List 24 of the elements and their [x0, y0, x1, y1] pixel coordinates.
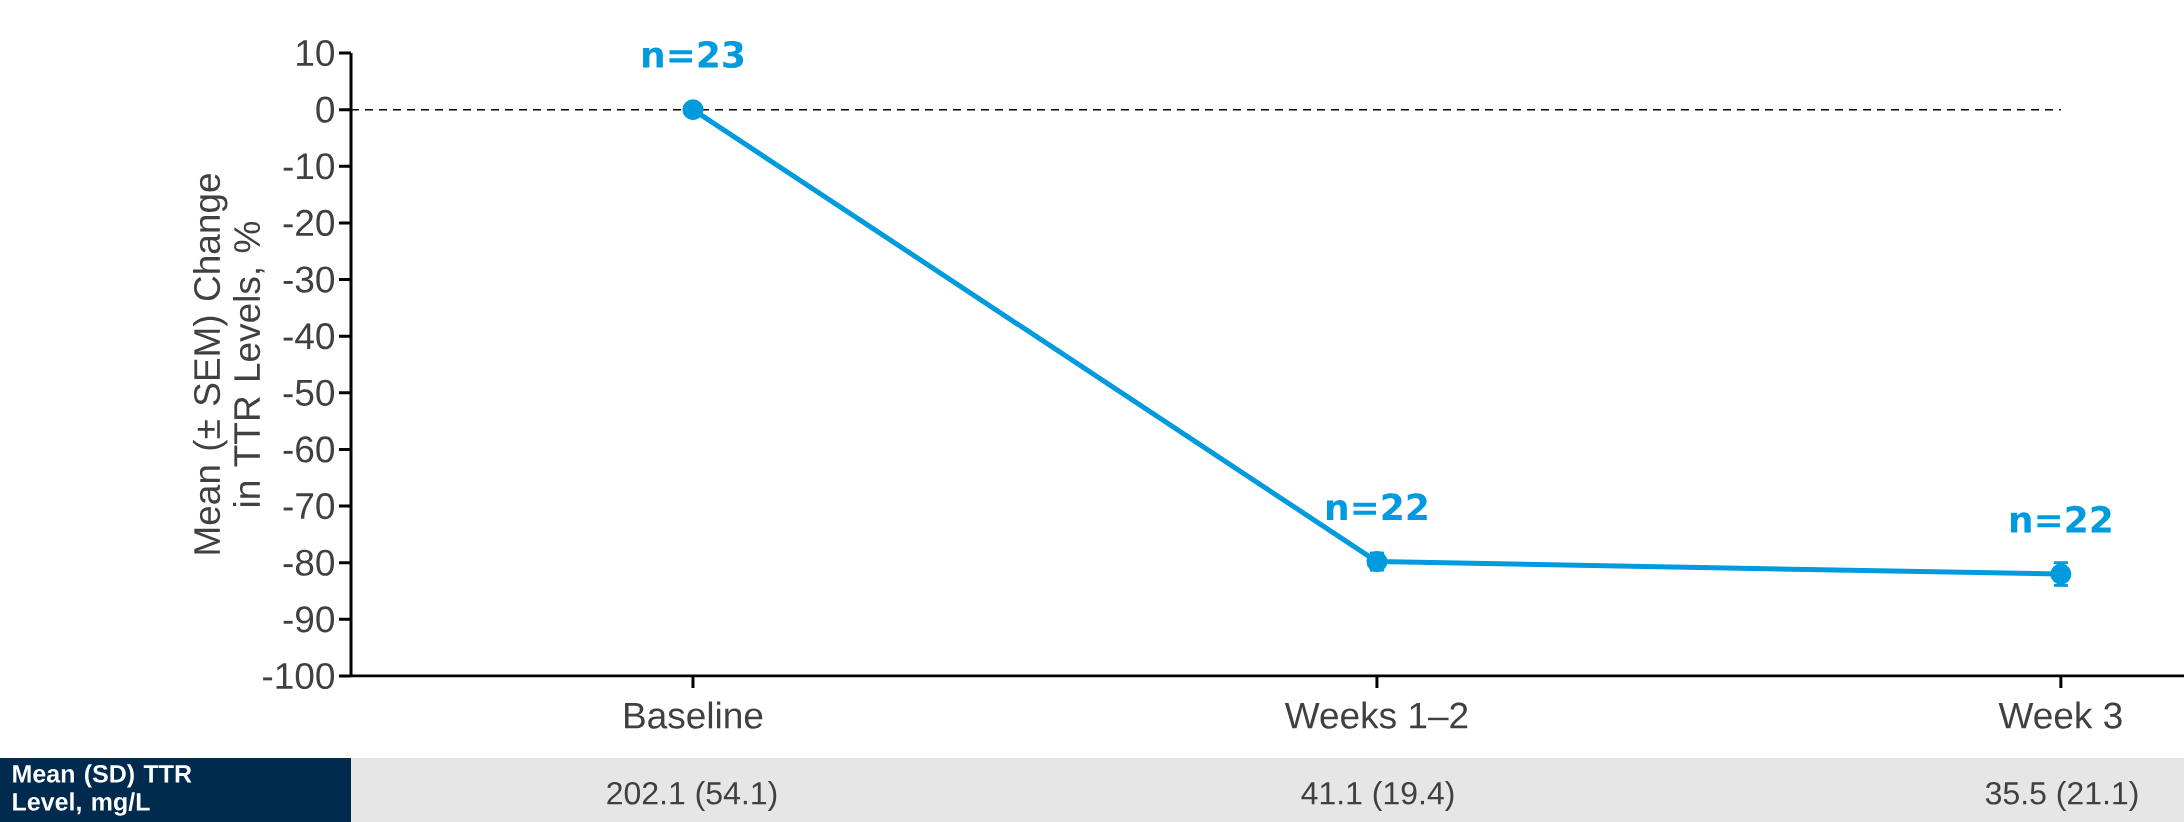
y-tick-label: -20	[283, 209, 335, 236]
x-tick-label: Baseline	[625, 701, 763, 729]
y-axis-title: Mean (± SEM) Change in TTR Levels, %	[193, 174, 265, 554]
annotation: n=22	[2010, 505, 2111, 533]
y-tick-label: -80	[283, 549, 335, 576]
y-tick-label: -70	[283, 492, 335, 520]
annotation: n=23	[643, 40, 744, 69]
y-tick-label: -40	[283, 323, 335, 350]
text: 202.1 (54.1)	[607, 781, 777, 811]
y-tick-label: 10	[297, 39, 335, 67]
text: 35.5 (21.1)	[1985, 781, 2138, 811]
y-tick-label: -10	[283, 153, 335, 180]
y-tick-label: -100	[263, 662, 335, 690]
x-tick-label: Week 3	[1998, 701, 2122, 729]
y-tick-label: -30	[283, 266, 335, 293]
point	[682, 99, 704, 121]
text: 41.1 (19.4)	[1301, 781, 1454, 811]
y-tick-label: 0	[316, 96, 335, 123]
annotation: n=22	[1327, 493, 1427, 521]
text: Mean (SD) TTR Level, mg/L	[13, 764, 192, 816]
y-tick-label: -50	[283, 379, 335, 406]
y-tick-label: -90	[283, 606, 335, 633]
x-tick-label: Weeks 1–2	[1284, 701, 1468, 729]
y-tick-label: -60	[283, 436, 335, 463]
